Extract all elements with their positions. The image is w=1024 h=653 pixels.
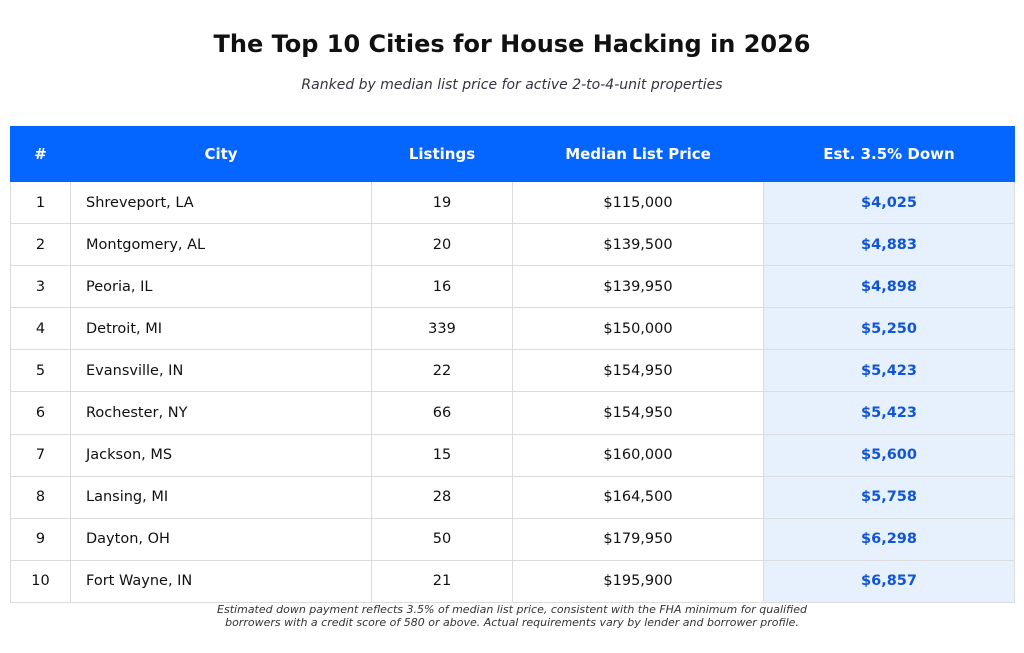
footnote: Estimated down payment reflects 3.5% of …	[0, 603, 1024, 629]
cell-city: Shreveport, LA	[70, 180, 372, 225]
page-subtitle: Ranked by median list price for active 2…	[301, 77, 723, 93]
cell-est-down: $5,250	[763, 307, 1015, 351]
cell-est-down: $6,298	[763, 517, 1015, 561]
cell-median-price: $150,000	[512, 307, 764, 351]
table-row: 8 Lansing, MI 28 $164,500 $5,758	[10, 475, 1015, 519]
cell-median-price: $154,950	[512, 391, 764, 435]
cell-est-down: $4,883	[763, 223, 1015, 267]
cell-listings: 28	[371, 475, 513, 519]
cell-city: Dayton, OH	[70, 517, 372, 561]
page-title: The Top 10 Cities for House Hacking in 2…	[213, 30, 811, 58]
table-row: 3 Peoria, IL 16 $139,950 $4,898	[10, 265, 1015, 309]
cell-est-down: $5,600	[763, 433, 1015, 477]
cell-est-down: $6,857	[763, 559, 1015, 603]
table-row: 4 Detroit, MI 339 $150,000 $5,250	[10, 307, 1015, 351]
cell-rank: 3	[10, 265, 71, 309]
column-header-median-price: Median List Price	[512, 126, 764, 182]
cell-city: Jackson, MS	[70, 433, 372, 477]
cell-rank: 6	[10, 391, 71, 435]
cell-listings: 21	[371, 559, 513, 603]
cell-listings: 339	[371, 307, 513, 351]
cell-rank: 2	[10, 223, 71, 267]
table-row: 2 Montgomery, AL 20 $139,500 $4,883	[10, 223, 1015, 267]
cell-median-price: $139,500	[512, 223, 764, 267]
cell-median-price: $154,950	[512, 349, 764, 393]
cell-median-price: $179,950	[512, 517, 764, 561]
cell-listings: 19	[371, 180, 513, 225]
cell-rank: 5	[10, 349, 71, 393]
cell-rank: 4	[10, 307, 71, 351]
cell-est-down: $5,423	[763, 349, 1015, 393]
footnote-line-2: borrowers with a credit score of 580 or …	[225, 616, 799, 629]
table-row: 7 Jackson, MS 15 $160,000 $5,600	[10, 433, 1015, 477]
table-row: 9 Dayton, OH 50 $179,950 $6,298	[10, 517, 1015, 561]
cell-city: Lansing, MI	[70, 475, 372, 519]
cell-rank: 9	[10, 517, 71, 561]
column-header-est-down: Est. 3.5% Down	[763, 126, 1015, 182]
cell-median-price: $195,900	[512, 559, 764, 603]
cell-rank: 7	[10, 433, 71, 477]
cell-city: Rochester, NY	[70, 391, 372, 435]
header-row: # City Listings Median List Price Est. 3.5% …	[10, 126, 1015, 182]
cell-city: Evansville, IN	[70, 349, 372, 393]
cell-listings: 20	[371, 223, 513, 267]
column-header-listings: Listings	[371, 126, 513, 182]
cell-median-price: $115,000	[512, 180, 764, 225]
cell-listings: 15	[371, 433, 513, 477]
cell-listings: 16	[371, 265, 513, 309]
table-row: 10 Fort Wayne, IN 21 $195,900 $6,857	[10, 559, 1015, 603]
table-body: 1 Shreveport, LA 19 $115,000 $4,025 2 Montgome…	[10, 180, 1015, 603]
cell-median-price: $139,950	[512, 265, 764, 309]
cell-median-price: $160,000	[512, 433, 764, 477]
cell-est-down: $5,423	[763, 391, 1015, 435]
cell-rank: 8	[10, 475, 71, 519]
column-header-city: City	[70, 126, 372, 182]
table-row: 5 Evansville, IN 22 $154,950 $5,423	[10, 349, 1015, 393]
cell-est-down: $4,025	[763, 180, 1015, 225]
cell-listings: 66	[371, 391, 513, 435]
cell-city: Montgomery, AL	[70, 223, 372, 267]
cell-city: Peoria, IL	[70, 265, 372, 309]
table-row: 1 Shreveport, LA 19 $115,000 $4,025	[10, 180, 1015, 225]
cell-city: Detroit, MI	[70, 307, 372, 351]
cell-listings: 22	[371, 349, 513, 393]
cell-listings: 50	[371, 517, 513, 561]
column-header-rank: #	[10, 126, 71, 182]
cell-city: Fort Wayne, IN	[70, 559, 372, 603]
table-row: 6 Rochester, NY 66 $154,950 $5,423	[10, 391, 1015, 435]
cell-est-down: $5,758	[763, 475, 1015, 519]
footnote-line-1: Estimated down payment reflects 3.5% of …	[217, 603, 807, 616]
cell-est-down: $4,898	[763, 265, 1015, 309]
cities-table: # City Listings Median List Price Est. 3.5% …	[10, 126, 1015, 603]
cell-rank: 1	[10, 180, 71, 225]
table-header: # City Listings Median List Price Est. 3.5% …	[10, 126, 1015, 182]
cell-rank: 10	[10, 559, 71, 603]
cell-median-price: $164,500	[512, 475, 764, 519]
